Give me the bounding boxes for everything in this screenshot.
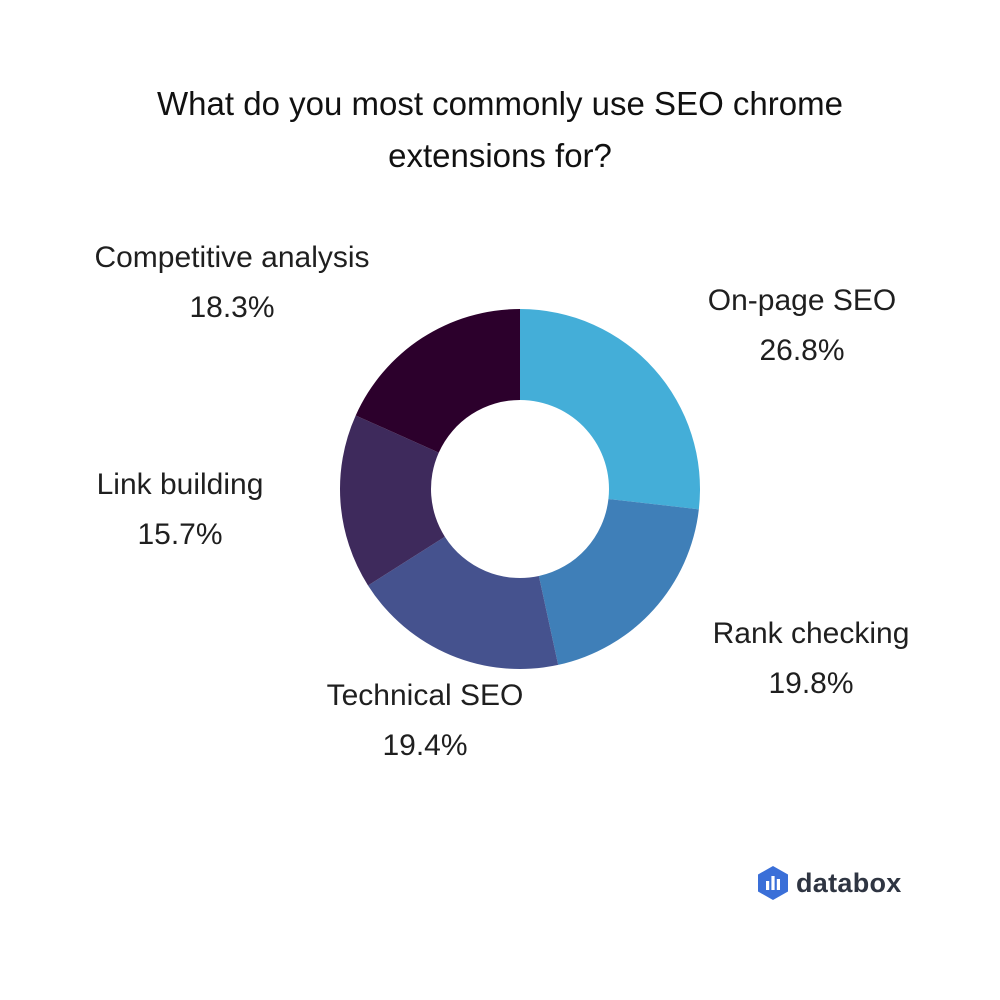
slice-label-rank-checking: Rank checking	[713, 617, 910, 650]
brand-name: databox	[796, 867, 902, 898]
brand-logo: databox	[758, 866, 902, 900]
chart-title: What do you most commonly use SEO chrome…	[100, 78, 900, 182]
slice-value-technical-seo: 19.4%	[382, 729, 467, 762]
chart-title-line-2: extensions for?	[388, 137, 612, 174]
slice-technical-seo	[368, 536, 559, 669]
slice-label-technical-seo: Technical SEO	[327, 679, 524, 712]
slice-value-link-building: 15.7%	[137, 518, 222, 551]
slice-label-link-building: Link building	[97, 468, 264, 501]
slice-value-rank-checking: 19.8%	[768, 667, 853, 700]
slice-link-building	[340, 415, 445, 586]
slice-value-on-page-seo: 26.8%	[759, 334, 844, 367]
slice-competitive-analysis	[355, 309, 520, 453]
slice-label-on-page-seo: On-page SEO	[708, 284, 896, 317]
slice-value-competitive-analysis: 18.3%	[189, 291, 274, 324]
slice-rank-checking	[538, 499, 699, 665]
slice-on-page-seo	[520, 309, 700, 510]
slice-label-competitive-analysis: Competitive analysis	[94, 241, 369, 274]
databox-logo-icon	[758, 866, 788, 900]
chart-title-line-1: What do you most commonly use SEO chrome	[157, 85, 843, 122]
